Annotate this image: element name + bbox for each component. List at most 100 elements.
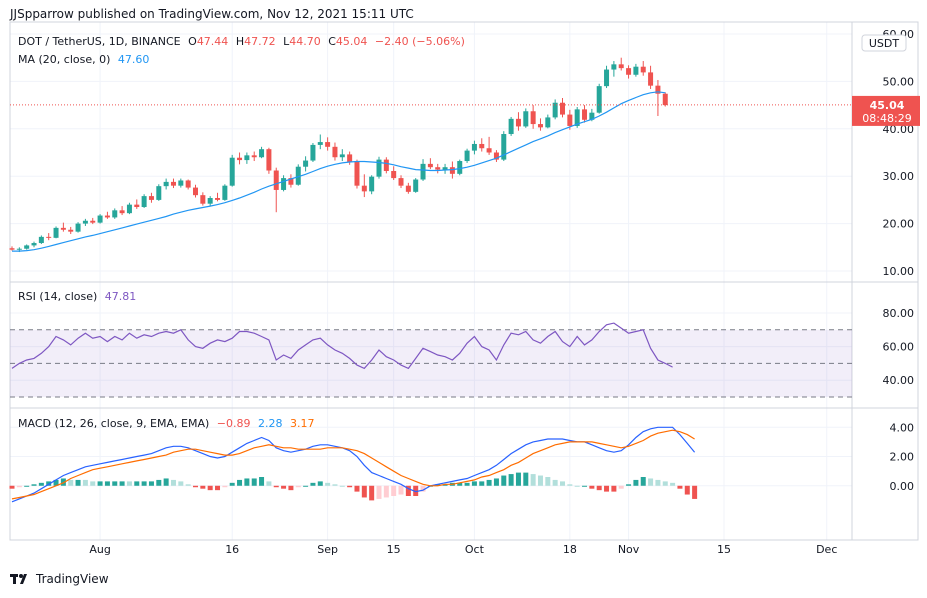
macd-histogram-bar [170, 479, 176, 486]
candle-body [24, 245, 30, 249]
candle-body [16, 248, 22, 250]
candle-body [31, 243, 37, 246]
candle-body [82, 220, 88, 224]
macd-histogram-bar [60, 478, 66, 486]
candle-body [618, 64, 624, 69]
macd-histogram-bar [354, 485, 360, 492]
macd-histogram-bar [545, 477, 551, 486]
macd-histogram-bar [655, 479, 661, 486]
candle-body [604, 69, 610, 87]
macd-histogram-bar [618, 485, 624, 489]
macd-histogram-bar [9, 485, 15, 489]
macd-y-tick-label: 4.00 [890, 421, 915, 434]
candle-body [662, 93, 668, 106]
macd-histogram-bar [369, 485, 375, 501]
macd-histogram-bar [259, 477, 265, 486]
candle-body [325, 142, 331, 147]
currency-badge[interactable] [861, 34, 907, 52]
macd-label: MACD (12, 26, close, 9, EMA, EMA) [18, 417, 210, 430]
candle-body [611, 64, 617, 70]
macd-line [11, 426, 696, 503]
macd-value-3: 3.17 [290, 417, 315, 430]
high-label: H47.72 [235, 35, 276, 48]
macd-histogram-bar [244, 478, 250, 486]
candle-body [633, 66, 639, 75]
macd-histogram-bar [82, 479, 88, 486]
macd-histogram-bar [237, 479, 243, 486]
pane-separators [9, 21, 919, 541]
candle-body [449, 167, 455, 174]
macd-histogram-bar [16, 485, 22, 488]
macd-histogram-bar [684, 485, 690, 495]
candle-body [288, 178, 294, 185]
candle-body [75, 223, 81, 232]
rsi-y-tick-label: 80.00 [883, 307, 915, 320]
macd-histogram-bar [193, 485, 198, 488]
rsi-y-tick-label: 60.00 [883, 341, 915, 354]
macd-histogram-bar [207, 485, 213, 491]
candle-body [574, 109, 580, 126]
candle-body [339, 154, 345, 158]
candle-body [508, 118, 514, 135]
macd-y-tick-label: 0.00 [890, 480, 915, 493]
countdown-value: 08:48:29 [862, 112, 911, 125]
macd-histogram-bar [215, 485, 221, 491]
macd-histogram-bar [398, 485, 404, 495]
macd-histogram-bar [119, 481, 125, 486]
macd-histogram-bar [391, 485, 397, 496]
candle-body [38, 236, 44, 244]
gridlines [10, 22, 852, 540]
x-tick-label: 18 [563, 543, 577, 556]
candle-body [435, 167, 441, 170]
tradingview-logo-icon [10, 574, 27, 584]
macd-histogram-bar [560, 481, 565, 486]
x-tick-label: Dec [816, 543, 837, 556]
macd-histogram-bar [530, 474, 536, 486]
candle-body [442, 167, 448, 170]
macd-histogram-bar [68, 479, 74, 486]
macd-histogram-bar [435, 484, 441, 486]
macd-histogram-bar [281, 485, 287, 489]
macd-histogram-bar [97, 481, 103, 486]
macd-histogram-bar [537, 475, 543, 486]
candle-body [200, 195, 206, 204]
candle-body [46, 236, 52, 238]
candle-body [486, 148, 492, 153]
candle-body [596, 86, 602, 113]
ma-value: 47.60 [117, 53, 150, 66]
last-price-tag [852, 95, 920, 126]
x-tick-label: 15 [387, 543, 401, 556]
candle-body [479, 143, 485, 149]
candle-body [97, 215, 103, 223]
candle-body [317, 142, 323, 145]
macd-histogram-bar [662, 481, 668, 486]
macd-histogram-bar [163, 478, 169, 486]
candle-body [119, 210, 125, 214]
footer-brand[interactable]: TradingView [10, 572, 109, 586]
macd-histogram-bar [515, 472, 521, 486]
candle-body [222, 185, 228, 200]
macd-histogram-bar [46, 481, 52, 486]
signal-line [11, 429, 695, 500]
candles [9, 57, 668, 253]
chart-frame [9, 21, 919, 541]
x-tick-label: 16 [225, 543, 239, 556]
candle-body [493, 152, 499, 160]
indicator-lines [11, 91, 696, 503]
macd-histogram-bar [383, 485, 389, 498]
low-label: L44.70 [283, 35, 321, 48]
price-y-tick-label: 20.00 [883, 218, 915, 231]
candle-body [266, 149, 272, 171]
macd-histogram-bar [148, 481, 154, 486]
macd-histogram [9, 472, 698, 501]
macd-histogram-bar [251, 478, 257, 486]
candle-body [237, 157, 243, 161]
macd-histogram-bar [604, 485, 610, 492]
x-tick-label: Aug [89, 543, 110, 556]
macd-histogram-bar [141, 481, 147, 486]
macd-histogram-bar [442, 484, 448, 486]
macd-histogram-bar [479, 481, 485, 486]
macd-histogram-bar [611, 485, 617, 492]
